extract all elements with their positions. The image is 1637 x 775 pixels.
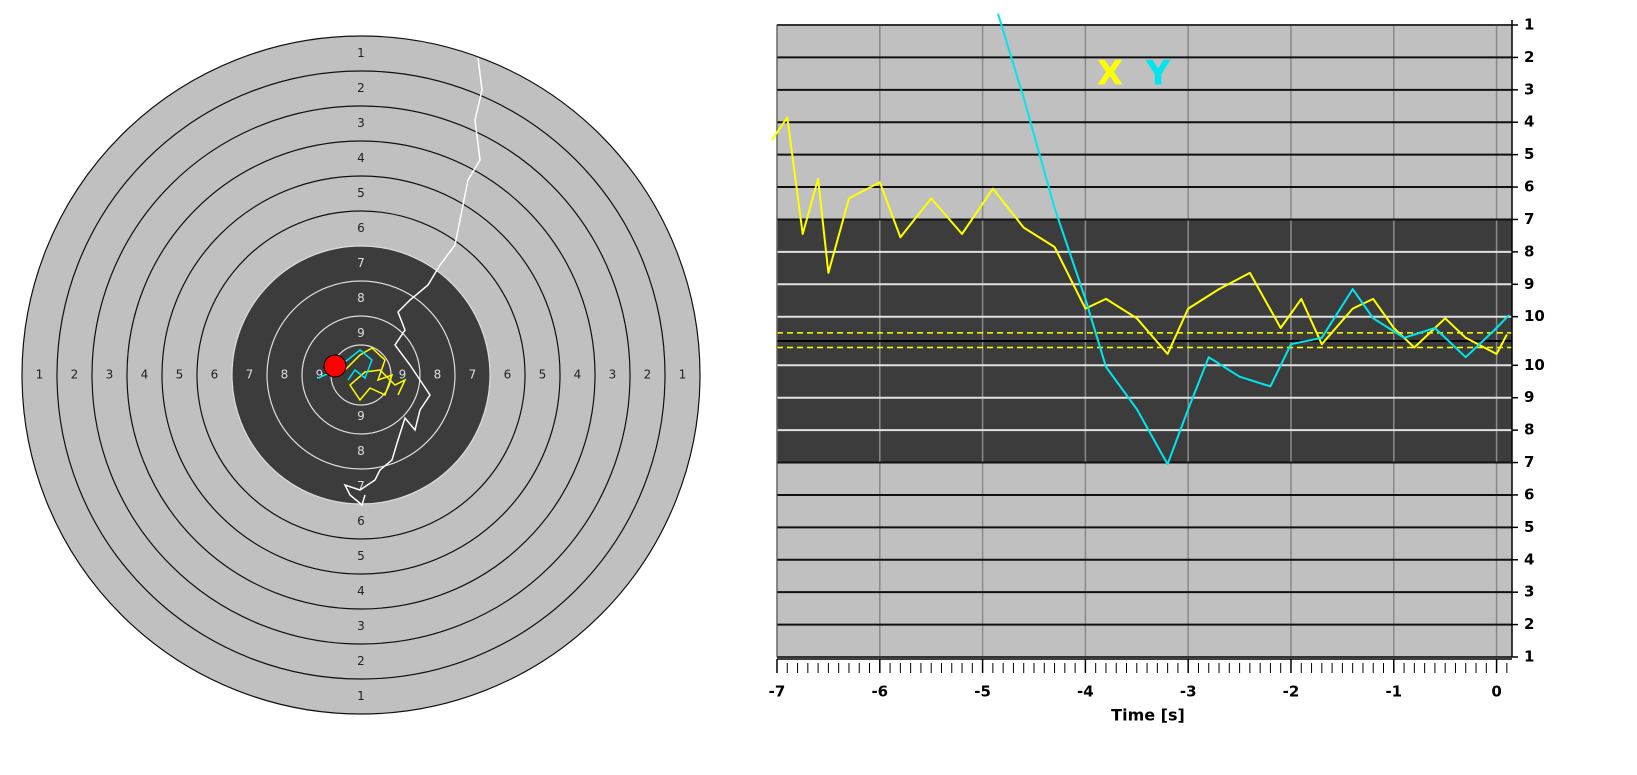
legend-x: X xyxy=(1097,54,1123,94)
y-tick-label: 6 xyxy=(1524,485,1534,503)
y-tick-label: 5 xyxy=(1524,518,1534,536)
ring-label: 3 xyxy=(106,368,114,382)
ring-label: 5 xyxy=(357,549,365,563)
ring-label: 6 xyxy=(357,221,365,235)
ring-label: 1 xyxy=(679,368,687,382)
ring-label: 3 xyxy=(357,116,365,130)
ring-label: 5 xyxy=(539,368,547,382)
x-tick-label: -5 xyxy=(974,683,991,701)
ring-label: 9 xyxy=(357,409,365,423)
y-tick-label: 2 xyxy=(1524,48,1534,66)
y-tick-label: 10 xyxy=(1524,356,1545,374)
ring-label: 4 xyxy=(141,368,149,382)
y-tick-label: 9 xyxy=(1524,275,1534,293)
ring-label: 4 xyxy=(357,151,365,165)
ring-label: 1 xyxy=(36,368,44,382)
aim-trace-yellow xyxy=(344,347,407,402)
trace-chart: -7 -6 -5 -4 -3 -2 -1 0 1 2 3 4 5 6 7 8 9 10 10 9 8 7 6 5 4 3 2 1 xyxy=(769,13,1545,701)
legend-y: Y xyxy=(1145,54,1171,94)
x-tick-label: -7 xyxy=(769,683,786,701)
y-tick-label: 2 xyxy=(1524,615,1534,633)
x-axis-label: Time [s] xyxy=(1111,706,1185,725)
y-tick-label: 10 xyxy=(1524,307,1545,325)
ring-label: 6 xyxy=(211,368,219,382)
y-tick-label: 4 xyxy=(1524,550,1534,568)
x-tick-label: -4 xyxy=(1077,683,1094,701)
aim-trace-white xyxy=(343,57,483,507)
ring-label: 3 xyxy=(609,368,617,382)
x-tick-label: 0 xyxy=(1491,683,1501,701)
ring-label: 2 xyxy=(71,368,79,382)
y-tick-label: 6 xyxy=(1524,178,1534,196)
ring-label: 2 xyxy=(644,368,652,382)
ring-label: 5 xyxy=(176,368,184,382)
y-tick-label: 1 xyxy=(1524,16,1534,34)
ring-label: 2 xyxy=(357,81,365,95)
ring-label: 6 xyxy=(357,514,365,528)
ring-label: 8 xyxy=(434,368,442,382)
x-tick-label: -1 xyxy=(1385,683,1402,701)
ring-label: 9 xyxy=(316,368,324,382)
x-tick-label: -6 xyxy=(871,683,888,701)
trace-line xyxy=(997,13,1510,466)
ring-label: 6 xyxy=(504,368,512,382)
ring-label: 4 xyxy=(574,368,582,382)
x-tick-label: -3 xyxy=(1180,683,1197,701)
y-tick-label: 7 xyxy=(1524,453,1534,471)
ring-label: 8 xyxy=(281,368,289,382)
y-tick-label: 8 xyxy=(1524,242,1534,260)
ring-label: 8 xyxy=(357,291,365,305)
y-tick-label: 7 xyxy=(1524,210,1534,228)
y-tick-label: 5 xyxy=(1524,145,1534,163)
target-trace xyxy=(317,57,483,507)
y-tick-label: 3 xyxy=(1524,583,1534,601)
y-tick-label: 3 xyxy=(1524,80,1534,98)
ring-label: 7 xyxy=(357,256,365,270)
ring-label: 7 xyxy=(469,368,477,382)
ring-label: 8 xyxy=(357,444,365,458)
y-tick-label: 1 xyxy=(1524,648,1534,666)
y-tick-label: 9 xyxy=(1524,388,1534,406)
ring-label: 9 xyxy=(357,326,365,340)
x-tick-label: -2 xyxy=(1283,683,1300,701)
ring-label: 1 xyxy=(357,689,365,703)
ring-label: 4 xyxy=(357,584,365,598)
ring-label: 3 xyxy=(357,619,365,633)
ring-label: 7 xyxy=(357,479,365,493)
trace-line xyxy=(771,116,1508,355)
ring-label: 7 xyxy=(246,368,254,382)
shot-marker xyxy=(323,354,347,378)
ring-label: 2 xyxy=(357,654,365,668)
ring-label: 5 xyxy=(357,186,365,200)
ring-label: 1 xyxy=(357,46,365,60)
ring-label: 9 xyxy=(399,368,407,382)
y-tick-label: 8 xyxy=(1524,421,1534,439)
y-tick-label: 4 xyxy=(1524,113,1534,131)
